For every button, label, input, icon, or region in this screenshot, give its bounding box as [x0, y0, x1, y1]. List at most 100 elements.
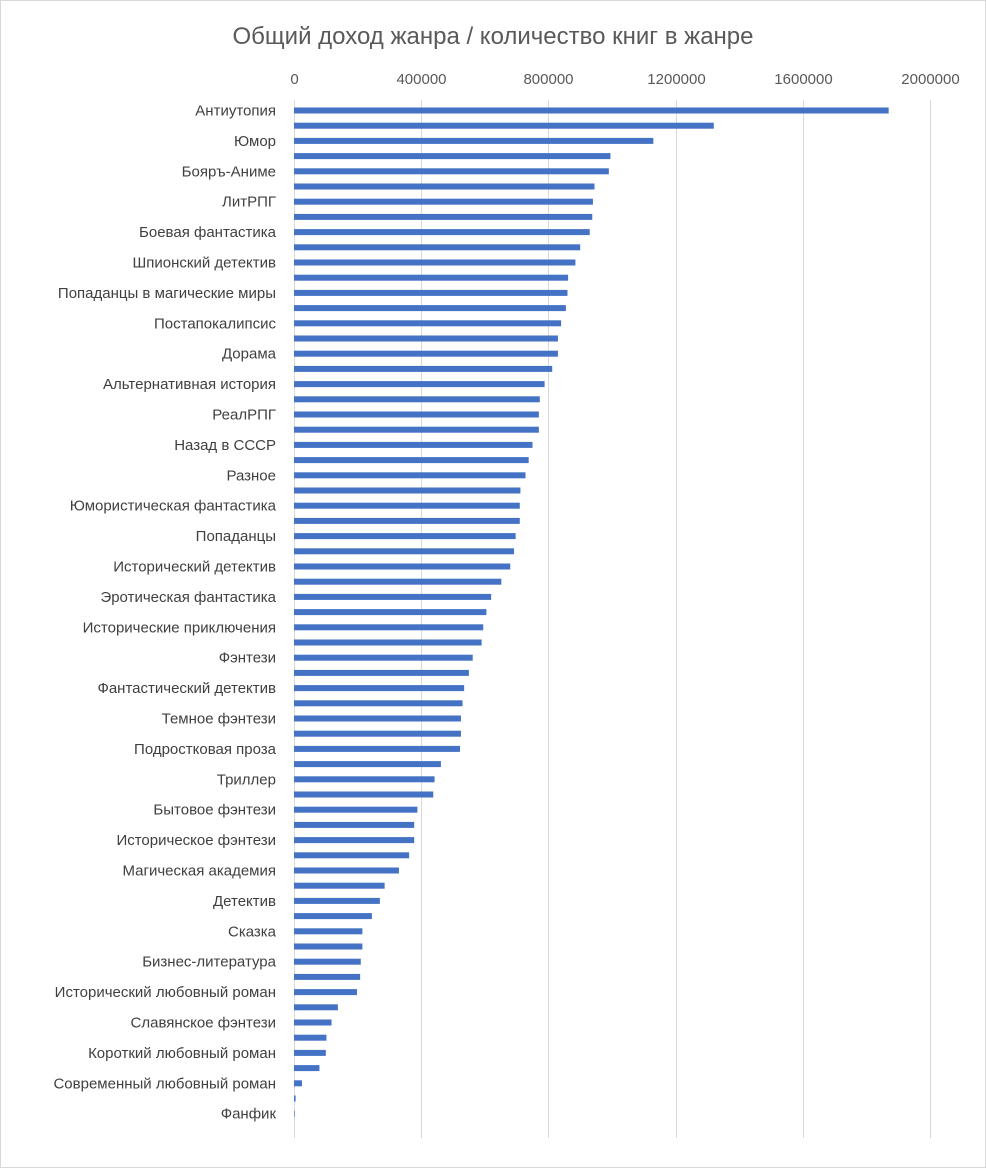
- category-label: Боевая фантастика: [139, 224, 277, 241]
- bar: [294, 973, 361, 980]
- bar: [294, 624, 484, 631]
- bars: [294, 107, 889, 1117]
- bar: [294, 928, 363, 935]
- bar: [294, 609, 487, 616]
- bar: [294, 593, 492, 600]
- bar: [294, 381, 545, 388]
- category-label: Альтернативная история: [103, 376, 276, 393]
- bar: [294, 122, 714, 129]
- bar: [294, 441, 533, 448]
- bar: [294, 335, 558, 342]
- category-label: РеалРПГ: [212, 407, 276, 424]
- category-label: Антиутопия: [195, 103, 276, 120]
- bar: [294, 882, 385, 889]
- bar: [294, 806, 418, 813]
- category-label: Попаданцы: [196, 528, 276, 545]
- x-tick-label: 0: [290, 71, 298, 88]
- x-tick-label: 2000000: [901, 71, 959, 88]
- bar: [294, 548, 515, 555]
- x-tick-label: 1600000: [774, 71, 832, 88]
- bar: [294, 289, 568, 296]
- bar: [294, 153, 611, 160]
- x-tick-label: 1200000: [647, 71, 705, 88]
- bar: [294, 396, 540, 403]
- category-label: Исторический детектив: [113, 559, 276, 576]
- bar: [294, 685, 465, 692]
- category-label: Детектив: [213, 893, 276, 910]
- category-label: Постапокалипсис: [154, 315, 276, 332]
- bar: [294, 137, 654, 144]
- bar: [294, 168, 609, 175]
- bar: [294, 852, 410, 859]
- bar: [294, 533, 516, 540]
- bar: [294, 183, 595, 190]
- bar: [294, 700, 463, 707]
- bar: [294, 563, 511, 570]
- bar: [294, 198, 593, 205]
- x-axis-ticks: 0 400000 800000 1200000 1600000 2000000: [290, 71, 959, 88]
- bar: [294, 1034, 327, 1041]
- bar: [294, 821, 415, 828]
- category-label: Попаданцы в магические миры: [58, 285, 276, 302]
- category-label: Подростковая проза: [134, 741, 277, 758]
- category-label: Современный любовный роман: [53, 1075, 276, 1092]
- category-label: Юмор: [234, 133, 276, 150]
- bar: [294, 365, 553, 372]
- category-label: Бытовое фэнтези: [153, 802, 276, 819]
- bar: [294, 1110, 295, 1117]
- bar: [294, 776, 435, 783]
- bar: [294, 639, 482, 646]
- bar: [294, 305, 566, 312]
- bar: [294, 487, 521, 494]
- category-label: Сказка: [228, 923, 277, 940]
- bar: [294, 943, 363, 950]
- category-label: Бояръ-Аниме: [182, 163, 276, 180]
- bar: [294, 1004, 338, 1011]
- bar: [294, 213, 593, 220]
- category-label: Шпионский детектив: [133, 255, 276, 272]
- bar: [294, 274, 569, 281]
- bar: [294, 989, 357, 996]
- x-tick-label: 800000: [523, 71, 573, 88]
- category-label: Бизнес-литература: [142, 954, 276, 971]
- category-label: Эротическая фантастика: [100, 589, 276, 606]
- bar: [294, 1080, 302, 1087]
- category-label: Разное: [226, 467, 276, 484]
- bar: [294, 320, 562, 327]
- bar: [294, 791, 434, 798]
- category-label: Триллер: [217, 771, 276, 788]
- bar: [294, 715, 461, 722]
- bar: [294, 1095, 296, 1102]
- bar: [294, 517, 520, 524]
- category-label: Фанфик: [221, 1106, 277, 1123]
- bar: [294, 259, 576, 266]
- x-tick-label: 400000: [396, 71, 446, 88]
- bar: [294, 244, 581, 251]
- bar: [294, 958, 361, 965]
- bar: [294, 654, 473, 661]
- bar: [294, 669, 469, 676]
- bar: [294, 472, 526, 479]
- category-label: Фантастический детектив: [97, 680, 276, 697]
- bar: [294, 578, 502, 585]
- bar: [294, 411, 539, 418]
- chart-title: Общий доход жанра / количество книг в жа…: [233, 23, 754, 50]
- bar: [294, 837, 415, 844]
- category-label: Исторический любовный роман: [55, 984, 276, 1001]
- category-label: Историческое фэнтези: [116, 832, 276, 849]
- bar: [294, 426, 539, 433]
- category-label: Темное фэнтези: [162, 711, 276, 728]
- category-label: Славянское фэнтези: [131, 1015, 276, 1032]
- bar: [294, 350, 558, 357]
- category-label: Юмористическая фантастика: [70, 498, 277, 515]
- bar: [294, 107, 889, 114]
- category-label: Магическая академия: [122, 863, 276, 880]
- bar: [294, 897, 380, 904]
- category-label: ЛитРПГ: [222, 194, 276, 211]
- bar: [294, 867, 399, 874]
- category-label: Исторические приключения: [83, 619, 276, 636]
- category-labels: Антиутопия Юмор Бояръ-Аниме ЛитРПГ Боевая фа…: [53, 103, 276, 1123]
- bar: [294, 1019, 332, 1026]
- bar: [294, 229, 590, 236]
- bar: [294, 761, 441, 768]
